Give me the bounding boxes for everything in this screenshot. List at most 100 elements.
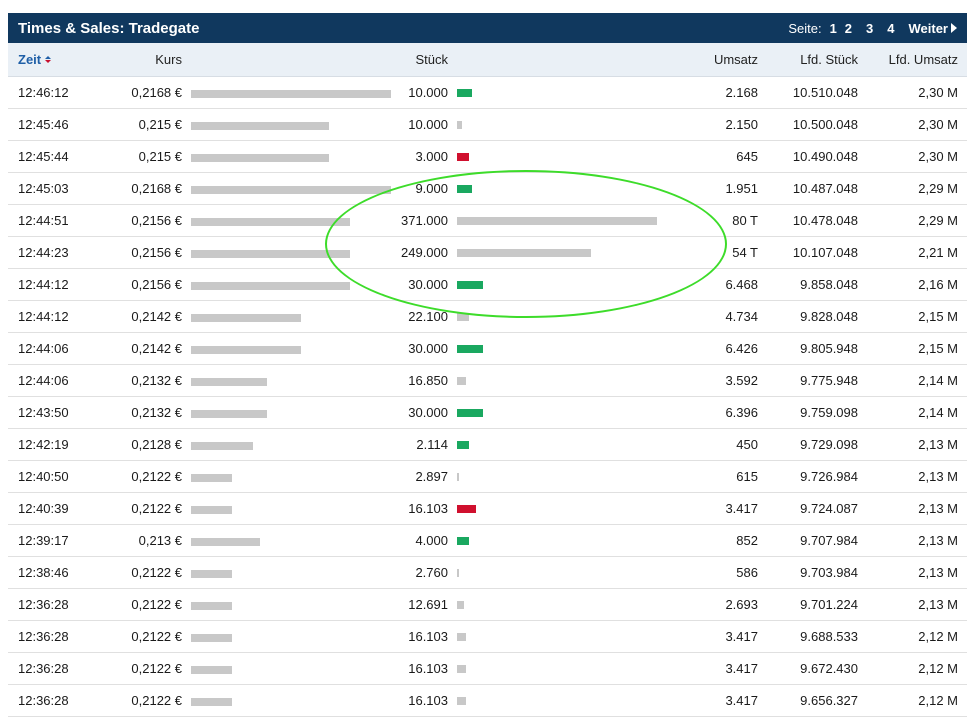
trade-time: 12:42:19 xyxy=(18,437,69,452)
cumulative-volume: 9.701.224 xyxy=(800,597,858,612)
volume-bar xyxy=(457,569,459,577)
volume-bar xyxy=(457,473,459,481)
column-header-cum-volume[interactable]: Lfd. Stück xyxy=(800,52,858,67)
trade-volume: 9.000 xyxy=(415,181,448,196)
trade-time: 12:36:28 xyxy=(18,629,69,644)
cumulative-volume: 9.688.533 xyxy=(800,629,858,644)
trade-volume: 10.000 xyxy=(408,85,448,100)
trade-price: 0,2132 € xyxy=(131,405,182,420)
trade-price: 0,2168 € xyxy=(131,85,182,100)
cumulative-volume: 10.107.048 xyxy=(792,245,858,260)
column-header-time[interactable]: Zeit xyxy=(18,43,52,76)
page-3-link[interactable]: 3 xyxy=(866,20,874,36)
trade-turnover: 615 xyxy=(736,469,758,484)
trade-price: 0,2122 € xyxy=(131,693,182,708)
trade-price: 0,2122 € xyxy=(131,597,182,612)
volume-bar xyxy=(457,121,462,129)
trade-price: 0,2142 € xyxy=(131,309,182,324)
column-header-volume[interactable]: Stück xyxy=(415,52,448,67)
trade-volume: 30.000 xyxy=(408,341,448,356)
cumulative-turnover: 2,29 M xyxy=(918,213,958,228)
trade-volume: 371.000 xyxy=(401,213,448,228)
price-bar xyxy=(191,346,301,354)
trade-turnover: 2.693 xyxy=(725,597,758,612)
column-header-price[interactable]: Kurs xyxy=(155,52,182,67)
column-header-time-label: Zeit xyxy=(18,52,42,67)
trade-time: 12:45:44 xyxy=(18,149,69,164)
trade-volume: 10.000 xyxy=(408,117,448,132)
cumulative-turnover: 2,13 M xyxy=(918,501,958,516)
trade-price: 0,2142 € xyxy=(131,341,182,356)
cumulative-turnover: 2,12 M xyxy=(918,661,958,676)
cumulative-turnover: 2,15 M xyxy=(918,309,958,324)
table-row: 12:40:50 0,2122 € 2.897 615 9.726.984 2,13 M xyxy=(8,461,967,493)
trade-volume: 2.897 xyxy=(415,469,448,484)
cumulative-volume: 9.805.948 xyxy=(800,341,858,356)
cumulative-volume: 10.500.048 xyxy=(792,117,858,132)
trade-price: 0,215 € xyxy=(138,149,182,164)
table-row: 12:44:06 0,2142 € 30.000 6.426 9.805.948 2,15… xyxy=(8,333,967,365)
price-bar xyxy=(191,186,391,194)
table-row: 12:44:12 0,2156 € 30.000 6.468 9.858.048 2,16… xyxy=(8,269,967,301)
trade-price: 0,213 € xyxy=(138,533,182,548)
trade-time: 12:40:50 xyxy=(18,469,69,484)
table-row: 12:45:44 0,215 € 3.000 645 10.490.048 2,30 M xyxy=(8,141,967,173)
column-header-cum-turnover[interactable]: Lfd. Umsatz xyxy=(888,52,958,67)
play-right-icon xyxy=(951,23,957,33)
trade-volume: 249.000 xyxy=(401,245,448,260)
column-header-turnover[interactable]: Umsatz xyxy=(713,52,758,67)
price-bar xyxy=(191,474,232,482)
cumulative-turnover: 2,16 M xyxy=(918,277,958,292)
volume-bar xyxy=(457,537,469,545)
volume-bar xyxy=(457,377,466,385)
table-row: 12:38:46 0,2122 € 2.760 586 9.703.984 2,13 M xyxy=(8,557,967,589)
volume-bar xyxy=(457,633,466,641)
trade-turnover: 3.417 xyxy=(725,661,758,676)
table-row: 12:36:28 0,2122 € 16.103 3.417 9.672.430 2,12… xyxy=(8,653,967,685)
cumulative-turnover: 2,13 M xyxy=(918,437,958,452)
trade-turnover: 54 T xyxy=(732,245,758,260)
cumulative-volume: 9.775.948 xyxy=(800,373,858,388)
cumulative-turnover: 2,15 M xyxy=(918,341,958,356)
trade-price: 0,2156 € xyxy=(131,277,182,292)
sort-icon xyxy=(45,56,52,63)
trade-turnover: 645 xyxy=(736,149,758,164)
trade-turnover: 3.417 xyxy=(725,693,758,708)
trade-price: 0,2122 € xyxy=(131,565,182,580)
cumulative-turnover: 2,30 M xyxy=(918,149,958,164)
volume-bar xyxy=(457,249,591,257)
price-bar xyxy=(191,218,350,226)
page-1-link[interactable]: 1 xyxy=(829,20,837,36)
volume-bar xyxy=(457,441,469,449)
cumulative-volume: 9.707.984 xyxy=(800,533,858,548)
volume-bar xyxy=(457,601,464,609)
times-and-sales-panel: Times & Sales: Tradegate Seite: 1 2 3 4 … xyxy=(8,13,967,717)
price-bar xyxy=(191,506,232,514)
pagination: Seite: 1 2 3 4 Weiter xyxy=(788,21,957,36)
volume-bar xyxy=(457,697,466,705)
price-bar xyxy=(191,570,232,578)
volume-bar xyxy=(457,185,472,193)
table-header: Zeit Kurs Stück Umsatz Lfd. Stück Lfd. U… xyxy=(8,43,967,77)
cumulative-volume: 9.729.098 xyxy=(800,437,858,452)
trade-volume: 16.103 xyxy=(408,501,448,516)
trade-time: 12:44:23 xyxy=(18,245,69,260)
page-2-link[interactable]: 2 xyxy=(844,20,853,36)
cumulative-volume: 10.487.048 xyxy=(792,181,858,196)
trade-volume: 12.691 xyxy=(408,597,448,612)
panel-title: Times & Sales: Tradegate xyxy=(18,19,200,37)
trade-time: 12:44:06 xyxy=(18,373,69,388)
trade-volume: 30.000 xyxy=(408,405,448,420)
trade-time: 12:44:06 xyxy=(18,341,69,356)
trade-time: 12:36:28 xyxy=(18,597,69,612)
trade-time: 12:45:03 xyxy=(18,181,69,196)
next-page-button[interactable]: Weiter xyxy=(909,21,957,36)
trade-turnover: 3.592 xyxy=(725,373,758,388)
cumulative-volume: 9.724.087 xyxy=(800,501,858,516)
trade-time: 12:44:51 xyxy=(18,213,69,228)
page-4-link[interactable]: 4 xyxy=(887,20,895,36)
panel-header: Times & Sales: Tradegate Seite: 1 2 3 4 … xyxy=(8,13,967,43)
price-bar xyxy=(191,154,329,162)
table-row: 12:43:50 0,2132 € 30.000 6.396 9.759.098 2,14… xyxy=(8,397,967,429)
table-row: 12:42:19 0,2128 € 2.114 450 9.729.098 2,13 M xyxy=(8,429,967,461)
